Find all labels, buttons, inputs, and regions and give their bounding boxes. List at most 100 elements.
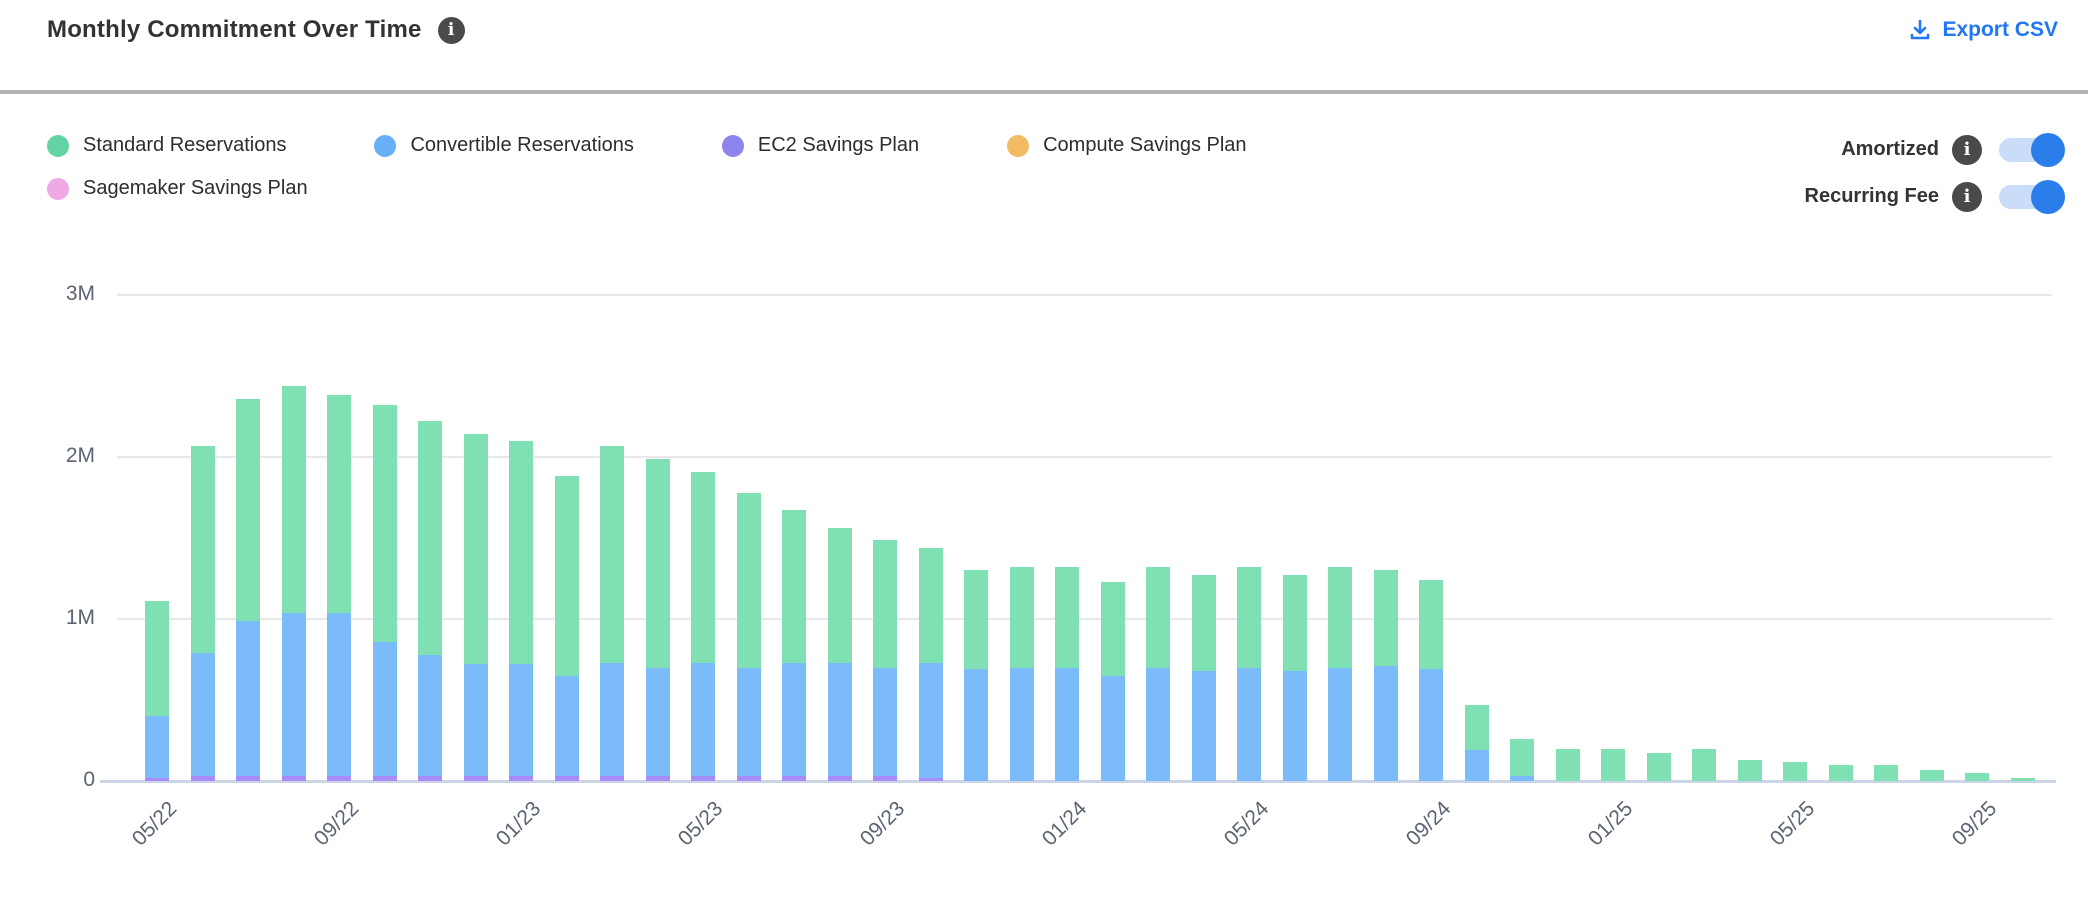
- bar-segment-standard-reservations: [600, 445, 624, 663]
- bar-05/25[interactable]: [1783, 761, 1807, 781]
- bar-07/22[interactable]: [236, 398, 260, 781]
- bar-01/25[interactable]: [1601, 748, 1625, 781]
- bar-11/24[interactable]: [1510, 738, 1534, 781]
- bar-segment-ec2-savings-plan: [827, 776, 852, 781]
- legend-item-sagemaker-savings-plan[interactable]: Sagemaker Savings Plan: [47, 177, 308, 200]
- bar-05/24[interactable]: [1237, 567, 1261, 781]
- bar-05/22[interactable]: [145, 601, 169, 781]
- bar-10/25[interactable]: [2010, 777, 2035, 781]
- bar-segment-convertible-reservations: [1009, 667, 1034, 781]
- bar-segment-convertible-reservations: [1282, 670, 1307, 781]
- bar-03/23[interactable]: [600, 445, 624, 781]
- gridline-3M: [117, 294, 2052, 296]
- x-axis-tick-05/25: 05/25: [1765, 797, 1820, 851]
- bar-segment-standard-reservations: [1874, 764, 1898, 781]
- toggle-info-icon[interactable]: i: [1952, 181, 1982, 212]
- bar-segment-standard-reservations: [281, 385, 306, 613]
- bar-segment-convertible-reservations: [372, 641, 397, 777]
- bar-09/25[interactable]: [1965, 772, 1989, 781]
- bar-segment-standard-reservations: [2010, 777, 2035, 781]
- bar-segment-ec2-savings-plan: [691, 776, 715, 781]
- bar-05/23[interactable]: [691, 471, 715, 781]
- y-axis-tick-1M: 1M: [65, 606, 95, 629]
- bar-06/25[interactable]: [1828, 764, 1853, 781]
- bar-12/22[interactable]: [463, 434, 488, 781]
- bar-segment-convertible-reservations: [1419, 669, 1443, 781]
- bar-06/22[interactable]: [190, 445, 215, 781]
- bar-segment-ec2-savings-plan: [418, 776, 442, 781]
- bar-08/24[interactable]: [1373, 570, 1398, 781]
- legend-label: EC2 Savings Plan: [757, 134, 920, 156]
- x-axis-tick-01/24: 01/24: [1037, 797, 1092, 851]
- bar-06/23[interactable]: [736, 492, 761, 781]
- title-info-icon[interactable]: i: [437, 16, 465, 44]
- bar-segment-convertible-reservations: [873, 667, 897, 777]
- bar-segment-standard-reservations: [1282, 575, 1307, 671]
- header-divider: [0, 90, 2088, 94]
- bar-segment-standard-reservations: [645, 458, 670, 668]
- toggle-switch[interactable]: [1999, 179, 2065, 214]
- legend-dot-icon: [47, 134, 69, 157]
- bar-01/23[interactable]: [509, 440, 533, 781]
- bar-09/22[interactable]: [327, 395, 351, 781]
- bar-06/24[interactable]: [1282, 575, 1307, 781]
- bar-segment-ec2-savings-plan: [645, 776, 670, 781]
- bar-10/22[interactable]: [372, 405, 397, 781]
- bar-11/23[interactable]: [964, 570, 988, 781]
- legend-item-compute-savings-plan[interactable]: Compute Savings Plan: [1007, 134, 1247, 157]
- bar-10/24[interactable]: [1464, 704, 1489, 781]
- bar-01/24[interactable]: [1055, 567, 1079, 781]
- bar-segment-convertible-reservations: [145, 716, 169, 778]
- x-axis-tick-09/24: 09/24: [1401, 797, 1456, 851]
- bar-04/23[interactable]: [645, 458, 670, 781]
- bar-07/25[interactable]: [1874, 764, 1898, 781]
- bar-02/24[interactable]: [1100, 581, 1125, 781]
- bar-07/23[interactable]: [782, 510, 806, 781]
- bar-segment-standard-reservations: [918, 547, 943, 663]
- bar-08/25[interactable]: [1919, 769, 1944, 781]
- bar-segment-ec2-savings-plan: [554, 776, 579, 781]
- bar-08/23[interactable]: [827, 528, 852, 781]
- x-axis-tick-09/23: 09/23: [855, 797, 910, 851]
- bar-segment-ec2-savings-plan: [281, 776, 306, 781]
- bar-segment-convertible-reservations: [509, 664, 533, 777]
- bar-09/24[interactable]: [1419, 580, 1443, 781]
- bar-segment-standard-reservations: [1146, 567, 1170, 668]
- legend-label: Standard Reservations: [83, 134, 287, 156]
- toggle-info-icon[interactable]: i: [1952, 134, 1982, 165]
- bar-09/23[interactable]: [873, 539, 897, 781]
- legend-item-ec2-savings-plan[interactable]: EC2 Savings Plan: [721, 134, 920, 157]
- export-csv-button[interactable]: Export CSV: [1908, 18, 2058, 42]
- bar-segment-standard-reservations: [1510, 738, 1534, 777]
- bar-segment-standard-reservations: [782, 510, 806, 663]
- gridline-1M: [117, 618, 2052, 620]
- bar-03/25[interactable]: [1692, 748, 1716, 781]
- legend-item-convertible-reservations[interactable]: Convertible Reservations: [374, 134, 634, 157]
- bar-segment-convertible-reservations: [463, 664, 488, 777]
- bar-segment-standard-reservations: [691, 471, 715, 663]
- legend-dot-icon: [374, 134, 397, 157]
- bar-12/24[interactable]: [1555, 748, 1580, 781]
- bar-segment-convertible-reservations: [554, 675, 579, 777]
- bar-segment-convertible-reservations: [645, 667, 670, 777]
- bar-03/24[interactable]: [1146, 567, 1170, 781]
- bar-10/23[interactable]: [918, 547, 943, 781]
- bar-segment-convertible-reservations: [1237, 667, 1261, 781]
- card-header: Monthly Commitment Over Time i Export CS…: [0, 0, 2088, 92]
- bar-11/22[interactable]: [418, 421, 442, 781]
- toggle-switch[interactable]: [1999, 132, 2065, 167]
- legend-item-standard-reservations[interactable]: Standard Reservations: [47, 134, 286, 157]
- bar-segment-standard-reservations: [1783, 761, 1807, 781]
- bar-12/23[interactable]: [1009, 567, 1034, 781]
- legend-dot-icon: [721, 134, 744, 157]
- bar-08/22[interactable]: [281, 385, 306, 781]
- bar-segment-convertible-reservations: [691, 662, 715, 777]
- bar-04/25[interactable]: [1737, 759, 1762, 781]
- bar-07/24[interactable]: [1328, 567, 1352, 781]
- bar-02/23[interactable]: [554, 476, 579, 781]
- bar-segment-convertible-reservations: [190, 653, 215, 777]
- bar-02/25[interactable]: [1646, 753, 1671, 781]
- bar-segment-convertible-reservations: [281, 612, 306, 777]
- bar-segment-standard-reservations: [145, 601, 169, 717]
- bar-04/24[interactable]: [1191, 575, 1216, 781]
